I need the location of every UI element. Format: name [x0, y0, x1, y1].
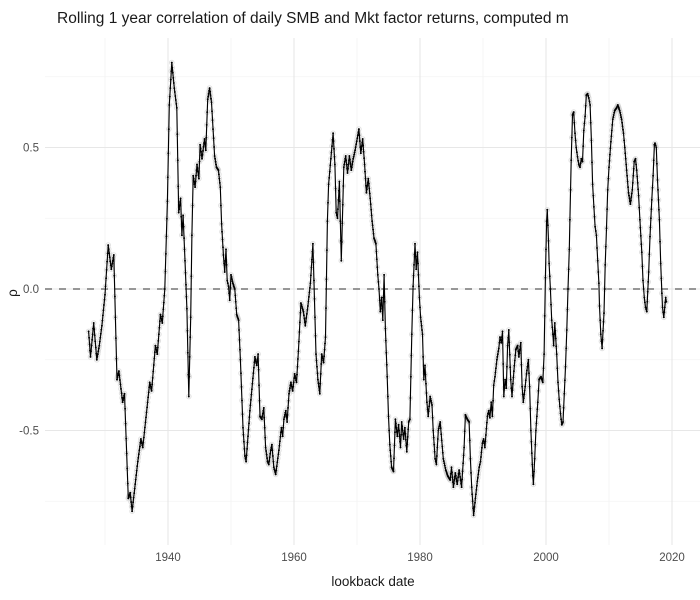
y-tick-label: 0.0 — [23, 284, 39, 296]
y-axis-title: ρ — [5, 289, 20, 297]
x-axis-tick-labels: 1940 1960 1980 2000 2020 — [155, 552, 685, 564]
y-axis-tick-labels: -0.5 0.0 0.5 — [19, 143, 39, 438]
x-tick-label: 1960 — [281, 552, 307, 564]
x-tick-label: 1940 — [155, 552, 181, 564]
x-tick-label: 2000 — [533, 552, 559, 564]
point-markers — [87, 61, 668, 517]
x-tick-label: 1980 — [407, 552, 433, 564]
chart-title: Rolling 1 year correlation of daily SMB … — [57, 10, 569, 27]
gridlines-minor — [45, 38, 700, 545]
series-layer — [85, 59, 670, 519]
y-tick-label: -0.5 — [19, 426, 39, 438]
gridlines-major — [45, 38, 700, 545]
x-tick-label: 2020 — [659, 552, 685, 564]
y-tick-label: 0.5 — [23, 143, 39, 155]
x-axis-title: lookback date — [331, 574, 414, 589]
